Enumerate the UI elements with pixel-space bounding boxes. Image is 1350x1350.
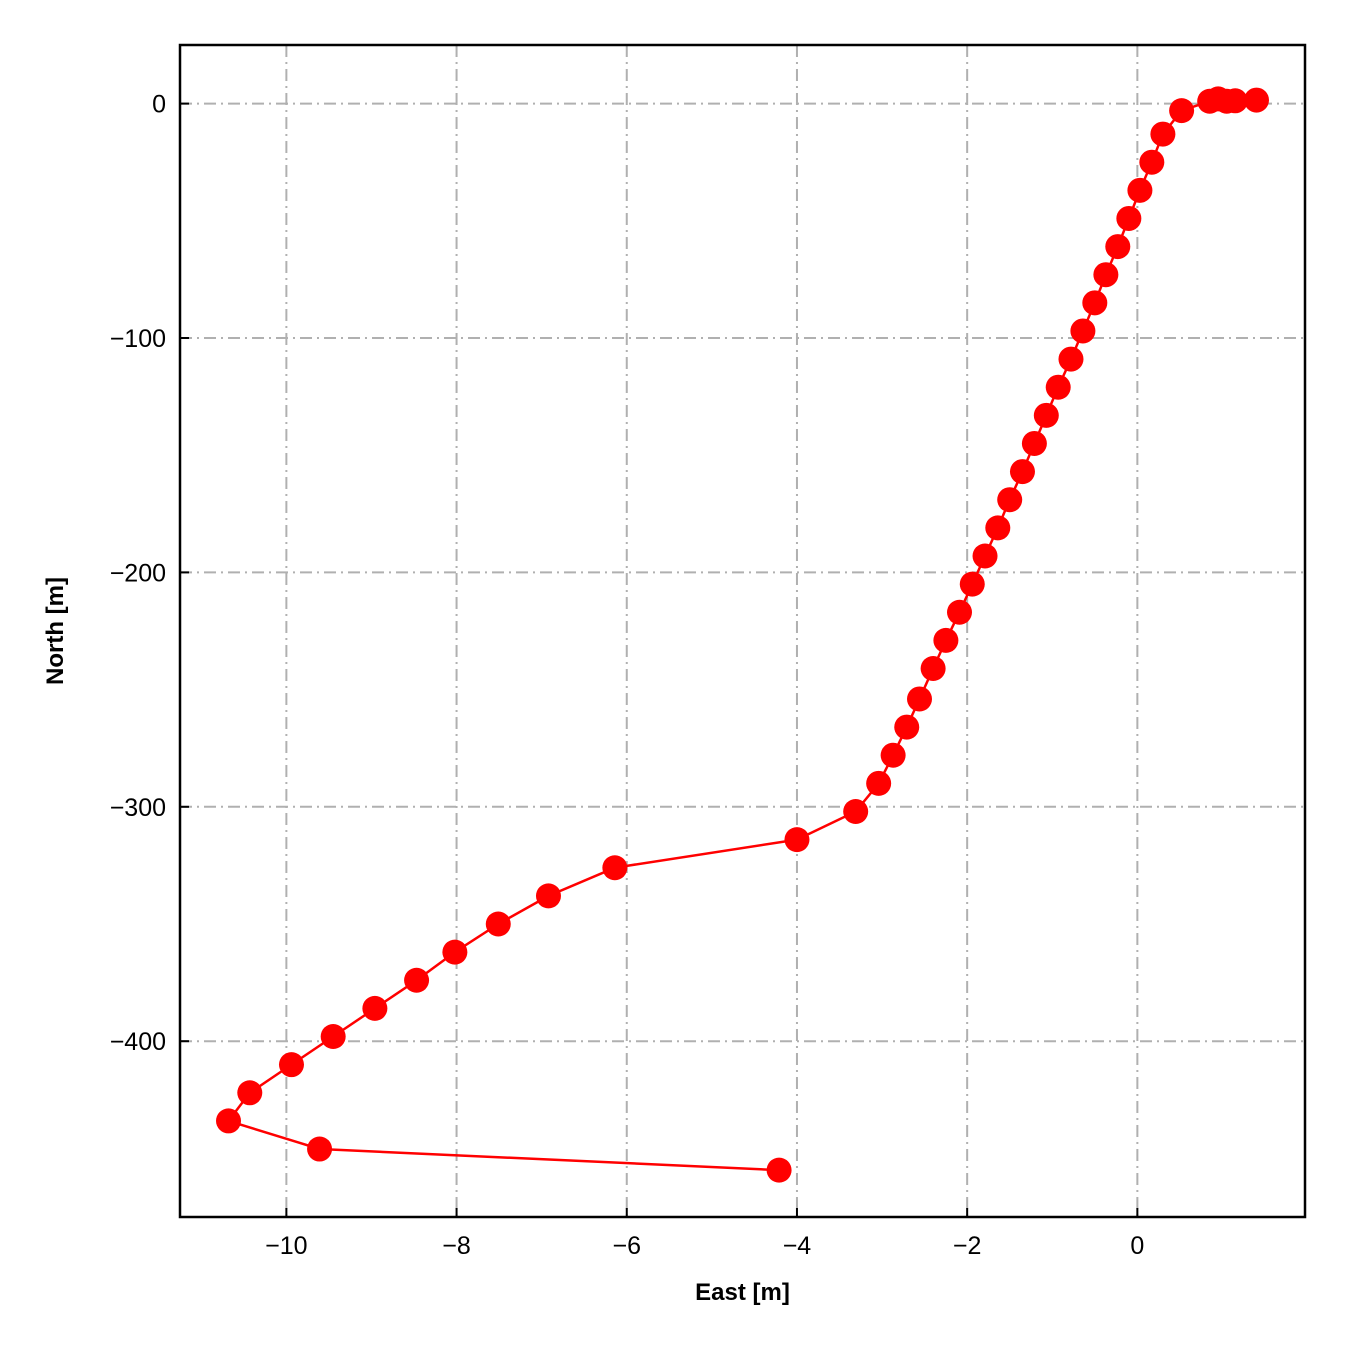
x-axis-label: East [m] [695,1279,790,1306]
data-point [843,798,869,824]
data-point [1082,290,1108,316]
data-point [907,686,933,712]
y-tick-label: −400 [110,1028,166,1056]
data-point [972,543,998,569]
y-axis-label: North [m] [42,577,69,685]
data-point [766,1157,792,1183]
data-point [880,742,906,768]
series-layer [216,86,1269,1183]
data-point [1021,430,1047,456]
grid [180,45,1305,1217]
data-point [1139,149,1165,175]
x-tick-label: 0 [1130,1232,1144,1260]
y-tick-label: −100 [110,325,166,353]
data-point [216,1108,242,1134]
data-point [320,1024,346,1050]
data-point [278,1052,304,1078]
y-tick-label: −300 [110,794,166,822]
x-tick-label: −2 [953,1232,982,1260]
data-point [947,599,973,625]
data-point [442,939,468,965]
x-tick-label: −10 [265,1232,307,1260]
data-point [997,487,1023,513]
data-point [1243,87,1269,113]
data-point [602,855,628,881]
data-point [866,770,892,796]
data-point [1116,205,1142,231]
x-tick-label: −8 [442,1232,471,1260]
data-point [1105,234,1131,260]
data-point [1127,177,1153,203]
data-point [1045,374,1071,400]
plot-frame [178,43,1307,1219]
data-point [1197,88,1223,114]
x-tick-label: −6 [613,1232,642,1260]
data-point [1093,262,1119,288]
data-point [485,911,511,937]
data-point [237,1080,263,1106]
data-point [1169,98,1195,124]
data-point [933,627,959,653]
data-point [535,883,561,909]
data-point [1150,121,1176,147]
data-point [404,967,430,993]
ticks: −10 −8 −6 −4 −2 00−100−200−300−400 [110,91,1145,1260]
data-point [894,714,920,740]
data-point [985,515,1011,541]
y-tick-label: −200 [110,559,166,587]
x-tick-label: −4 [783,1232,812,1260]
data-point [959,571,985,597]
data-point [307,1136,333,1162]
data-point [1058,346,1084,372]
y-tick-label: 0 [152,91,166,119]
data-point [1070,318,1096,344]
data-point [362,995,388,1021]
data-point [784,827,810,853]
data-point [920,656,946,682]
data-point [1009,459,1035,485]
data-point [1033,402,1059,428]
